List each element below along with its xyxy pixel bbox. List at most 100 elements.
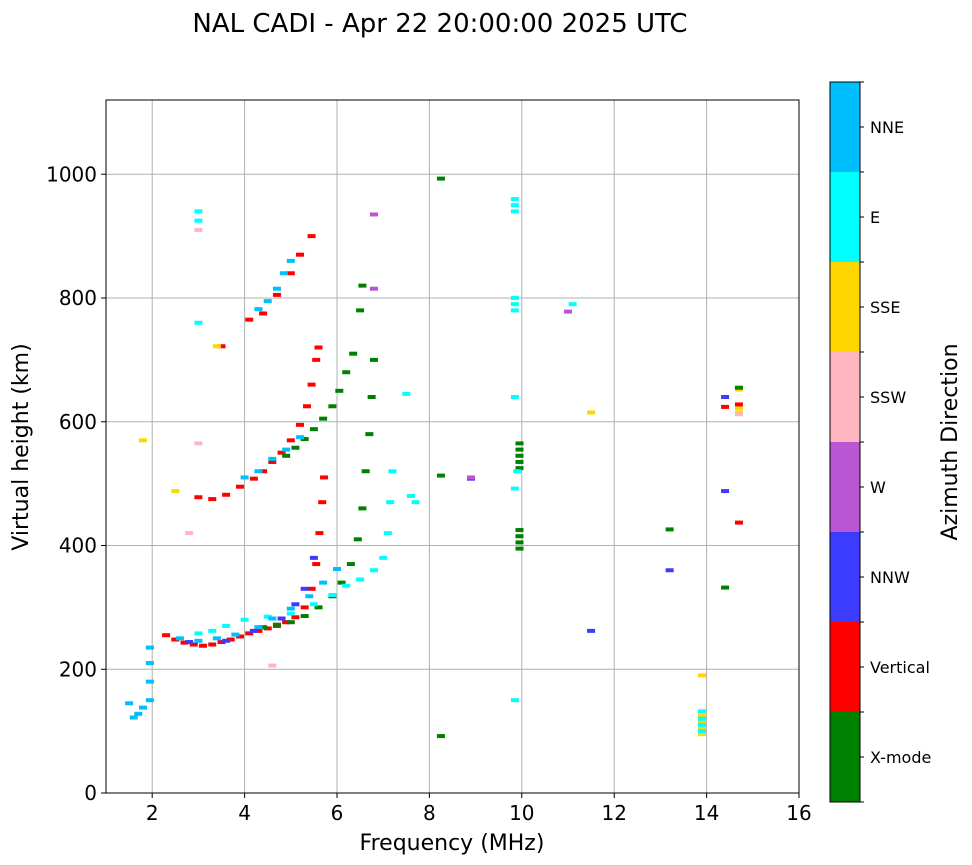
echo-mark bbox=[335, 388, 344, 393]
echo-mark bbox=[235, 484, 244, 489]
trace bbox=[510, 197, 522, 703]
y-tick-label: 600 bbox=[59, 410, 97, 434]
colorbar-segment bbox=[830, 82, 860, 172]
echo-mark bbox=[349, 351, 358, 356]
colorbar-tick-label: NNE bbox=[870, 118, 904, 137]
echo-mark bbox=[254, 625, 263, 630]
trace bbox=[515, 441, 524, 551]
echo-mark bbox=[171, 637, 180, 642]
echo-mark bbox=[697, 732, 706, 737]
echo-mark bbox=[309, 427, 318, 432]
echo-mark bbox=[235, 634, 244, 639]
echo-mark bbox=[129, 715, 138, 720]
echo-mark bbox=[194, 227, 203, 232]
echo-mark bbox=[249, 476, 258, 481]
trace bbox=[466, 395, 730, 633]
echo-mark bbox=[245, 317, 254, 322]
echo-mark bbox=[208, 642, 217, 647]
echo-mark bbox=[436, 176, 445, 181]
echo-mark bbox=[315, 531, 324, 536]
echo-mark bbox=[277, 616, 286, 621]
trace bbox=[697, 387, 743, 737]
echo-mark bbox=[185, 531, 194, 536]
echo-mark bbox=[189, 642, 198, 647]
echo-mark bbox=[296, 435, 305, 440]
echo-mark bbox=[272, 292, 281, 297]
trace bbox=[282, 283, 367, 458]
echo-mark bbox=[145, 661, 154, 666]
echo-mark bbox=[249, 628, 258, 633]
data-marks bbox=[125, 176, 743, 739]
colorbar-label: Azimuth Direction bbox=[938, 343, 963, 540]
echo-mark bbox=[402, 391, 411, 396]
echo-mark bbox=[314, 605, 323, 610]
y-axis-ticks: 0 200 400 600 800 1000 bbox=[46, 162, 106, 805]
echo-mark bbox=[145, 698, 154, 703]
echo-mark bbox=[217, 344, 226, 349]
echo-mark bbox=[296, 252, 305, 257]
colorbar-segment bbox=[830, 262, 860, 352]
trace bbox=[245, 234, 316, 322]
plot-frame bbox=[105, 99, 800, 794]
trace bbox=[217, 344, 743, 525]
echo-mark bbox=[386, 500, 395, 505]
echo-mark bbox=[383, 531, 392, 536]
echo-mark bbox=[515, 453, 524, 458]
echo-mark bbox=[665, 527, 674, 532]
echo-mark bbox=[171, 489, 180, 494]
colorbar-tick-label: W bbox=[870, 478, 886, 497]
colorbar-segment bbox=[830, 622, 860, 712]
echo-mark bbox=[358, 506, 367, 511]
echo-mark bbox=[721, 395, 730, 399]
x-tick-label: 12 bbox=[601, 801, 626, 825]
echo-mark bbox=[436, 473, 445, 478]
echo-mark bbox=[194, 218, 203, 223]
echo-mark bbox=[367, 395, 376, 399]
echo-mark bbox=[510, 203, 519, 208]
echo-mark bbox=[369, 212, 378, 217]
trace bbox=[185, 227, 743, 668]
trace bbox=[194, 345, 323, 502]
echo-mark bbox=[411, 500, 420, 505]
echo-mark bbox=[510, 302, 519, 307]
echo-mark bbox=[291, 602, 300, 607]
echo-mark bbox=[263, 299, 272, 304]
echo-mark bbox=[734, 406, 743, 411]
echo-mark bbox=[309, 555, 318, 560]
y-tick-label: 400 bbox=[59, 534, 97, 558]
echo-mark bbox=[312, 562, 321, 567]
echo-mark bbox=[222, 492, 231, 497]
echo-mark bbox=[515, 466, 524, 471]
echo-mark bbox=[697, 729, 706, 734]
echo-mark bbox=[175, 636, 184, 641]
echo-mark bbox=[231, 632, 240, 637]
echo-mark bbox=[513, 469, 522, 474]
echo-mark bbox=[587, 628, 596, 633]
echo-mark bbox=[138, 705, 147, 710]
x-tick-label: 8 bbox=[423, 801, 436, 825]
echo-mark bbox=[369, 357, 378, 362]
echo-mark bbox=[259, 311, 268, 316]
echo-mark bbox=[254, 307, 263, 312]
echo-mark bbox=[312, 357, 321, 362]
echo-mark bbox=[302, 404, 311, 409]
echo-mark bbox=[300, 437, 309, 442]
echo-mark bbox=[180, 640, 189, 645]
y-tick-label: 200 bbox=[59, 657, 97, 681]
echo-mark bbox=[721, 585, 730, 590]
x-tick-label: 14 bbox=[694, 801, 719, 825]
echo-mark bbox=[286, 620, 295, 625]
echo-mark bbox=[291, 615, 300, 620]
echo-mark bbox=[286, 606, 295, 611]
x-tick-label: 10 bbox=[509, 801, 534, 825]
echo-mark bbox=[145, 645, 154, 650]
echo-mark bbox=[734, 412, 743, 417]
echo-mark bbox=[319, 416, 328, 421]
echo-mark bbox=[515, 546, 524, 551]
echo-mark bbox=[356, 577, 365, 582]
echo-mark bbox=[212, 344, 221, 349]
echo-mark bbox=[320, 475, 329, 480]
echo-mark bbox=[510, 308, 519, 313]
echo-mark bbox=[162, 633, 171, 638]
